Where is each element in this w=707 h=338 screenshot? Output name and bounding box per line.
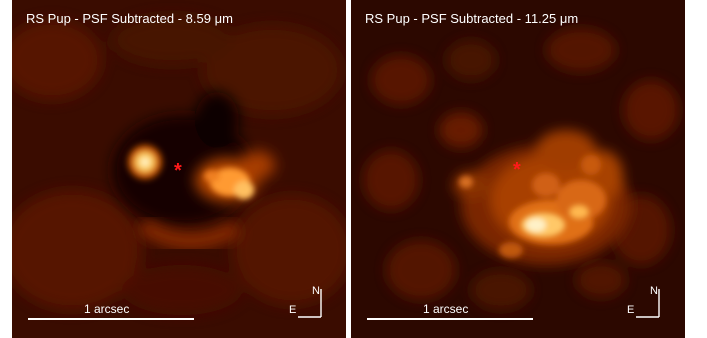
scale-bar-label: 1 arcsec — [423, 302, 469, 316]
psf-subtracted-image — [351, 0, 685, 338]
star-position-marker: * — [174, 160, 182, 182]
psf-subtracted-image — [12, 0, 346, 338]
scale-bar-label: 1 arcsec — [84, 302, 130, 316]
compass-east-label: E — [289, 304, 296, 316]
scale-bar — [28, 318, 194, 320]
scale-bar — [367, 318, 533, 320]
compass-east-label: E — [627, 304, 634, 316]
compass-icon: N E — [627, 285, 660, 318]
compass-icon: N E — [289, 285, 322, 318]
panel-title: RS Pup - PSF Subtracted - 11.25 μm — [365, 11, 579, 26]
image-panel-8-59um: RS Pup - PSF Subtracted - 8.59 μm * 1 ar… — [12, 0, 346, 338]
star-position-marker: * — [513, 159, 521, 181]
image-panel-11-25um: RS Pup - PSF Subtracted - 11.25 μm * 1 a… — [351, 0, 685, 338]
compass-north-label: N — [312, 285, 320, 297]
compass-north-label: N — [650, 285, 658, 297]
panel-title: RS Pup - PSF Subtracted - 8.59 μm — [26, 11, 233, 26]
